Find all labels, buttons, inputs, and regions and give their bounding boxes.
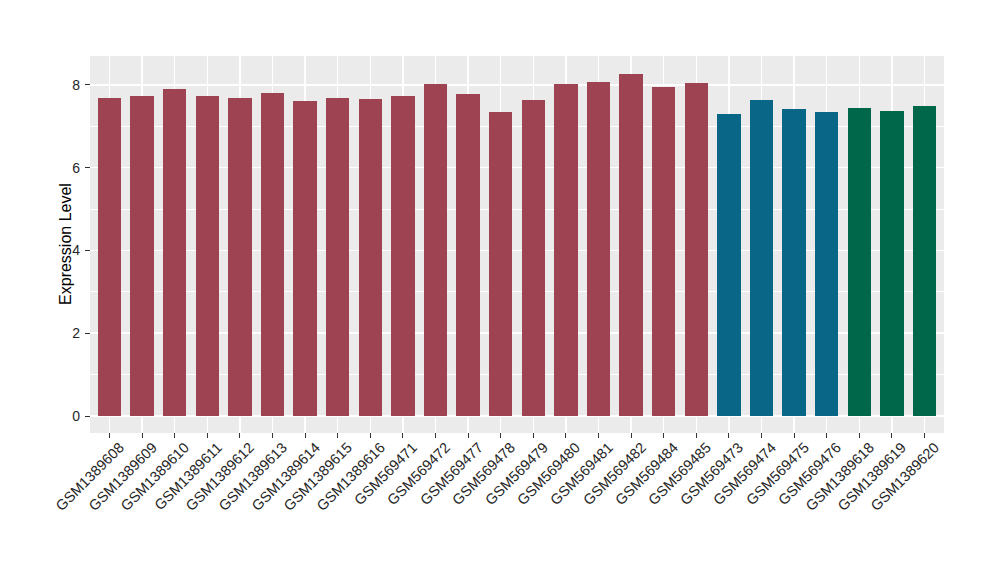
bar bbox=[196, 96, 219, 416]
x-tick bbox=[468, 433, 469, 438]
y-tick-label: 4 bbox=[0, 242, 80, 258]
bar bbox=[326, 98, 349, 416]
y-tick-label: 8 bbox=[0, 77, 80, 93]
bar bbox=[782, 109, 805, 416]
x-tick bbox=[109, 433, 110, 438]
bar bbox=[98, 98, 121, 416]
bar bbox=[554, 84, 577, 416]
bar bbox=[391, 96, 414, 416]
x-tick bbox=[174, 433, 175, 438]
x-tick bbox=[859, 433, 860, 438]
x-tick bbox=[305, 433, 306, 438]
y-tick-label: 6 bbox=[0, 160, 80, 176]
plot-panel bbox=[90, 56, 944, 433]
x-tick bbox=[924, 433, 925, 438]
x-tick bbox=[565, 433, 566, 438]
x-tick bbox=[696, 433, 697, 438]
y-tick bbox=[85, 167, 90, 168]
bar bbox=[359, 99, 382, 416]
bar bbox=[880, 111, 903, 416]
bar bbox=[424, 84, 447, 416]
bar bbox=[652, 87, 675, 416]
x-tick bbox=[402, 433, 403, 438]
x-tick bbox=[598, 433, 599, 438]
bar bbox=[815, 112, 838, 416]
bar bbox=[293, 101, 316, 416]
x-tick bbox=[435, 433, 436, 438]
y-tick-label: 0 bbox=[0, 408, 80, 424]
bar bbox=[717, 114, 740, 416]
bar bbox=[130, 96, 153, 416]
x-tick bbox=[500, 433, 501, 438]
y-tick bbox=[85, 416, 90, 417]
x-tick bbox=[142, 433, 143, 438]
y-tick bbox=[85, 333, 90, 334]
expression-bar-chart: Expression Level 02468 GSM1389608GSM1389… bbox=[0, 0, 1000, 580]
bar bbox=[913, 106, 936, 416]
bar bbox=[685, 83, 708, 416]
y-tick bbox=[85, 250, 90, 251]
x-tick bbox=[728, 433, 729, 438]
x-tick bbox=[239, 433, 240, 438]
bar bbox=[848, 108, 871, 416]
bar bbox=[522, 100, 545, 416]
x-tick bbox=[337, 433, 338, 438]
x-tick bbox=[794, 433, 795, 438]
x-tick bbox=[533, 433, 534, 438]
bar bbox=[261, 93, 284, 416]
bar bbox=[228, 98, 251, 416]
bar bbox=[163, 89, 186, 416]
bar bbox=[456, 94, 479, 416]
gridline-major bbox=[90, 84, 944, 86]
bar bbox=[750, 100, 773, 416]
x-tick bbox=[663, 433, 664, 438]
x-tick bbox=[826, 433, 827, 438]
x-tick bbox=[370, 433, 371, 438]
bar bbox=[489, 112, 512, 416]
x-tick bbox=[272, 433, 273, 438]
bar bbox=[587, 82, 610, 416]
x-tick bbox=[761, 433, 762, 438]
bar bbox=[619, 74, 642, 416]
y-tick-label: 2 bbox=[0, 325, 80, 341]
y-tick bbox=[85, 84, 90, 85]
x-tick bbox=[891, 433, 892, 438]
x-tick bbox=[631, 433, 632, 438]
x-tick bbox=[207, 433, 208, 438]
